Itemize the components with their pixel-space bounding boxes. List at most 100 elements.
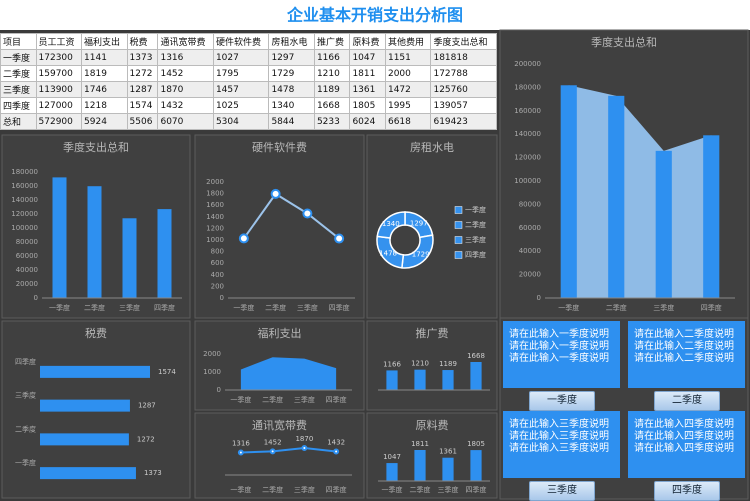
data-label: 1210 [411, 360, 429, 368]
data-label: 1297 [410, 220, 428, 228]
quarter-button[interactable]: 四季度 [654, 481, 720, 501]
table-cell: 6070 [157, 113, 214, 130]
quarter-button[interactable]: 二季度 [654, 391, 720, 411]
table-cell: 1373 [126, 49, 159, 66]
note-line: 请在此输入四季度说明 [634, 443, 734, 454]
header-cell: 通讯宽带费 [157, 33, 214, 50]
note-line: 请在此输入三季度说明 [509, 443, 609, 454]
table-cell: 1287 [126, 81, 159, 98]
bar [386, 370, 398, 390]
table-cell: 1452 [157, 65, 214, 82]
bar [442, 457, 454, 481]
table-cell: 一季度 [0, 49, 37, 66]
y-tick-label: 二季度 [15, 424, 36, 433]
marker [333, 448, 340, 455]
x-tick-label: 二季度 [262, 485, 283, 494]
line [243, 192, 340, 240]
x-tick-label: 三季度 [294, 395, 315, 404]
table-cell: 6024 [349, 113, 386, 130]
line [240, 446, 337, 454]
note-line: 请在此输入二季度说明 [634, 341, 734, 352]
data-label: 1047 [383, 453, 401, 461]
quarter-button[interactable]: 三季度 [529, 481, 595, 501]
table-cell: 1316 [157, 49, 214, 66]
table-cell: 619423 [430, 113, 497, 130]
marker [237, 449, 244, 456]
chart-title: 通讯宽带费 [252, 418, 307, 432]
table-cell: 125760 [430, 81, 497, 98]
table-cell: 5506 [126, 113, 159, 130]
x-tick-label: 三季度 [653, 303, 674, 312]
bar [157, 209, 172, 298]
bar [560, 85, 577, 298]
note-line: 请在此输入三季度说明 [509, 431, 609, 442]
x-tick-label: 四季度 [466, 485, 487, 494]
table-cell: 2000 [384, 65, 432, 82]
y-tick-label: 0 [220, 294, 224, 302]
data-label: 1805 [467, 440, 485, 448]
note-line: 请在此输入四季度说明 [634, 431, 734, 442]
table-cell: 1141 [81, 49, 128, 66]
bar [470, 362, 482, 390]
data-label: 1287 [138, 402, 156, 410]
table-cell: 1272 [126, 65, 159, 82]
x-tick-label: 二季度 [84, 303, 105, 312]
data-label: 1574 [158, 368, 176, 376]
x-tick-label: 四季度 [154, 303, 175, 312]
marker [238, 233, 249, 244]
panel [194, 134, 365, 319]
chart-title: 福利支出 [258, 326, 302, 340]
y-tick-label: 0 [34, 294, 38, 302]
chart-title: 税费 [85, 326, 107, 340]
legend-label: 三季度 [465, 235, 486, 244]
x-tick-label: 一季度 [558, 303, 579, 312]
table-cell: 1210 [313, 65, 351, 82]
chart-title: 原料费 [416, 418, 449, 432]
header-cell: 其他费用 [384, 33, 432, 50]
y-tick-label: 80000 [519, 200, 541, 208]
legend-swatch [454, 251, 463, 259]
data-label: 1478 [379, 249, 397, 257]
y-tick-label: 1000 [206, 236, 224, 244]
legend-swatch [454, 206, 463, 214]
x-tick-label: 四季度 [701, 303, 722, 312]
bar [40, 365, 150, 378]
table-cell: 572900 [35, 113, 83, 130]
y-tick-label: 140000 [11, 196, 38, 204]
data-label: 1361 [439, 448, 457, 456]
x-tick-label: 三季度 [438, 485, 459, 494]
table-cell: 总和 [0, 113, 37, 130]
table-cell: 1478 [268, 81, 315, 98]
table-cell: 1025 [212, 97, 270, 114]
y-tick-label: 0 [537, 294, 541, 302]
y-tick-label: 2000 [206, 178, 224, 186]
header-cell: 推广费 [313, 33, 351, 50]
x-tick-label: 一季度 [230, 485, 251, 494]
data-label: 1340 [382, 220, 400, 228]
table-cell: 1811 [349, 65, 386, 82]
y-tick-label: 1200 [206, 224, 224, 232]
data-label: 1452 [264, 438, 282, 446]
data-label: 1166 [383, 360, 401, 368]
header-bg [0, 0, 750, 30]
y-tick-label: 20000 [16, 280, 38, 288]
x-tick-label: 四季度 [329, 303, 350, 312]
note-box: 请在此输入四季度说明 请在此输入四季度说明 请在此输入四季度说明 [628, 411, 745, 478]
table-row: 三季度 113900 1746 1287 1870 1457 1478 1189 1361 147… [0, 81, 497, 98]
marker [301, 445, 308, 451]
y-tick-label: 400 [211, 271, 224, 279]
table-cell: 1870 [157, 81, 214, 98]
table-cell: 113900 [35, 81, 83, 98]
note-line: 请在此输入二季度说明 [634, 353, 734, 364]
quarter-button[interactable]: 一季度 [529, 391, 595, 411]
x-tick-label: 一季度 [233, 303, 254, 312]
header-cell: 税费 [126, 33, 159, 50]
table-cell: 1218 [81, 97, 128, 114]
x-tick-label: 一季度 [49, 303, 70, 312]
header-cell: 房租水电 [268, 33, 315, 50]
table-cell: 四季度 [0, 97, 37, 114]
y-tick-label: 1400 [206, 213, 224, 221]
legend-label: 二季度 [465, 220, 486, 229]
note-line: 请在此输入三季度说明 [509, 419, 609, 430]
